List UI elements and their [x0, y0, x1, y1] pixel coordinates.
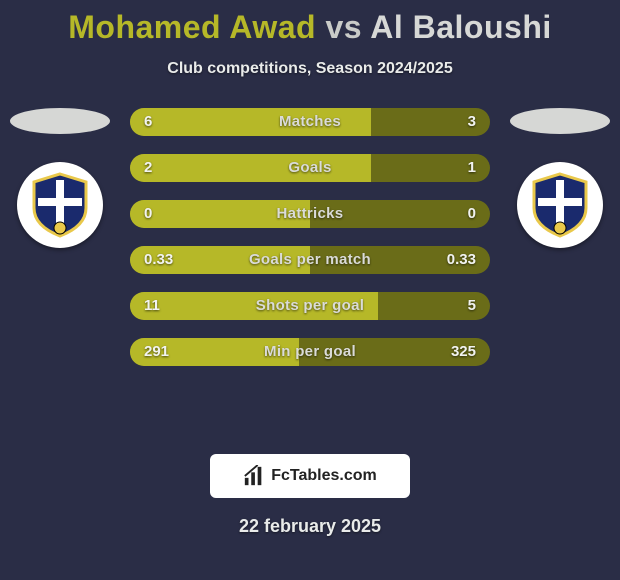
- stat-value-right: 5: [468, 292, 476, 320]
- comparison-infographic: Mohamed Awad vs Al Baloushi Club competi…: [0, 0, 620, 580]
- stat-value-right: 1: [468, 154, 476, 182]
- bar-chart-icon: [243, 465, 265, 487]
- date-text: 22 february 2025: [0, 516, 620, 537]
- right-column: [500, 108, 620, 248]
- stat-bar: 291 Min per goal 325: [130, 338, 490, 366]
- stat-bars: 6 Matches 3 2 Goals 1 0 Hattricks 0: [130, 108, 490, 366]
- left-club-crest: [17, 162, 103, 248]
- stat-value-right: 0: [468, 200, 476, 228]
- fctables-logo: FcTables.com: [210, 454, 410, 498]
- stat-value-right: 0.33: [447, 246, 476, 274]
- fctables-logo-text: FcTables.com: [271, 467, 377, 485]
- title-player-2: Al Baloushi: [370, 9, 552, 45]
- stat-label: Min per goal: [130, 338, 490, 366]
- title: Mohamed Awad vs Al Baloushi: [0, 9, 620, 46]
- content-area: 6 Matches 3 2 Goals 1 0 Hattricks 0: [0, 108, 620, 428]
- stat-label: Goals per match: [130, 246, 490, 274]
- stat-value-right: 3: [468, 108, 476, 136]
- stat-label: Shots per goal: [130, 292, 490, 320]
- right-club-crest: [517, 162, 603, 248]
- shield-icon: [30, 172, 90, 238]
- stat-value-right: 325: [451, 338, 476, 366]
- title-vs: vs: [325, 9, 362, 45]
- subtitle: Club competitions, Season 2024/2025: [0, 60, 620, 78]
- left-column: [0, 108, 120, 248]
- stat-bar: 0 Hattricks 0: [130, 200, 490, 228]
- stat-label: Hattricks: [130, 200, 490, 228]
- stat-label: Matches: [130, 108, 490, 136]
- right-ellipse-shadow: [510, 108, 610, 134]
- stat-bar: 11 Shots per goal 5: [130, 292, 490, 320]
- left-ellipse-shadow: [10, 108, 110, 134]
- stat-bar: 0.33 Goals per match 0.33: [130, 246, 490, 274]
- stat-label: Goals: [130, 154, 490, 182]
- shield-icon: [530, 172, 590, 238]
- stat-bar: 6 Matches 3: [130, 108, 490, 136]
- title-player-1: Mohamed Awad: [68, 9, 316, 45]
- stat-bar: 2 Goals 1: [130, 154, 490, 182]
